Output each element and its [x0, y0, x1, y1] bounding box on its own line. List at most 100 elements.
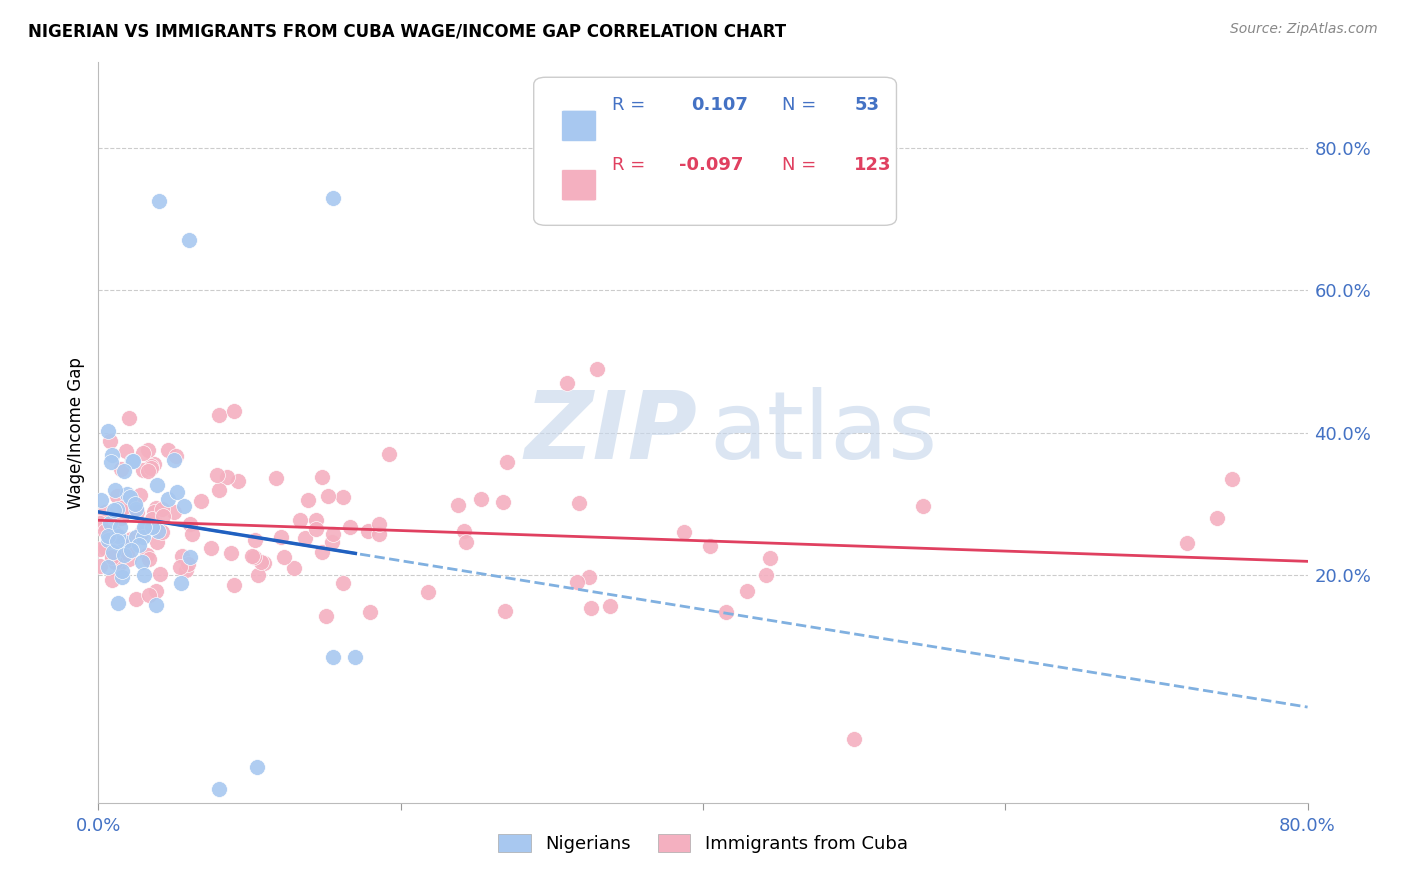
Point — [416, 585, 439, 599]
Point — [124, 497, 146, 511]
Point — [316, 489, 339, 503]
Point — [132, 519, 155, 533]
Point — [101, 545, 124, 559]
Point — [107, 528, 129, 542]
Legend: Nigerians, Immigrants from Cuba: Nigerians, Immigrants from Cuba — [491, 827, 915, 861]
Point — [139, 461, 162, 475]
Point — [103, 525, 125, 540]
Point — [179, 517, 201, 532]
Point — [157, 491, 180, 506]
Point — [169, 560, 191, 574]
Point — [97, 529, 120, 543]
Point — [288, 513, 311, 527]
Point — [322, 649, 344, 664]
Point — [125, 591, 148, 606]
Text: 123: 123 — [855, 155, 891, 174]
Point — [138, 464, 160, 478]
Point — [148, 194, 170, 209]
Point — [332, 490, 354, 504]
Point — [104, 483, 127, 497]
Point — [97, 424, 120, 438]
Point — [90, 492, 112, 507]
Point — [108, 557, 131, 571]
Point — [181, 526, 204, 541]
Point — [578, 569, 600, 583]
Point — [149, 567, 172, 582]
Point — [120, 542, 142, 557]
Point — [117, 540, 139, 554]
Point — [94, 541, 117, 555]
Point — [89, 558, 111, 573]
Point — [121, 454, 143, 468]
Point — [131, 555, 153, 569]
Point — [143, 508, 166, 522]
Point — [152, 509, 174, 524]
Point — [169, 575, 191, 590]
Point — [115, 546, 138, 560]
Point — [367, 516, 389, 531]
FancyBboxPatch shape — [561, 169, 596, 201]
Point — [454, 534, 477, 549]
Point — [128, 538, 150, 552]
Point — [208, 483, 231, 497]
Point — [332, 575, 354, 590]
Point — [145, 598, 167, 612]
Point — [100, 448, 122, 462]
Point — [586, 361, 609, 376]
Point — [117, 487, 139, 501]
Point — [315, 608, 337, 623]
Text: N =: N = — [782, 155, 815, 174]
Text: 0.107: 0.107 — [690, 96, 748, 114]
Point — [339, 520, 361, 534]
Point — [247, 567, 270, 582]
Point — [1206, 511, 1229, 525]
Point — [305, 513, 328, 527]
Point — [283, 561, 305, 575]
Point — [127, 505, 149, 519]
Point — [94, 505, 117, 519]
Point — [453, 524, 475, 538]
Point — [131, 463, 153, 477]
Point — [107, 595, 129, 609]
Point — [120, 532, 142, 546]
Point — [579, 600, 602, 615]
Point — [142, 457, 165, 471]
Point — [322, 527, 344, 541]
Point — [105, 534, 128, 549]
Point — [150, 502, 173, 516]
Point — [911, 499, 934, 513]
Point — [699, 539, 721, 553]
Point — [97, 533, 120, 548]
Point — [134, 521, 156, 535]
Point — [108, 520, 131, 534]
Point — [141, 520, 163, 534]
Point — [98, 516, 121, 530]
Point — [100, 573, 122, 587]
Point — [138, 552, 160, 566]
Point — [174, 563, 197, 577]
Point — [142, 505, 165, 519]
Point — [200, 541, 222, 555]
Point — [89, 542, 111, 557]
Text: atlas: atlas — [709, 386, 938, 479]
Point — [110, 462, 132, 476]
FancyBboxPatch shape — [534, 78, 897, 226]
Point — [104, 555, 127, 569]
Point — [129, 526, 152, 541]
Point — [215, 470, 238, 484]
Text: -0.097: -0.097 — [679, 155, 744, 174]
Point — [163, 505, 186, 519]
Point — [1220, 472, 1243, 486]
Point — [368, 527, 391, 541]
Point — [250, 555, 273, 569]
Point — [145, 501, 167, 516]
Point — [294, 531, 316, 545]
Point — [114, 444, 136, 458]
Point — [568, 496, 591, 510]
Point — [565, 575, 588, 590]
Point — [101, 550, 124, 565]
Point — [146, 477, 169, 491]
Point — [470, 491, 492, 506]
Point — [112, 464, 135, 478]
Point — [132, 567, 155, 582]
